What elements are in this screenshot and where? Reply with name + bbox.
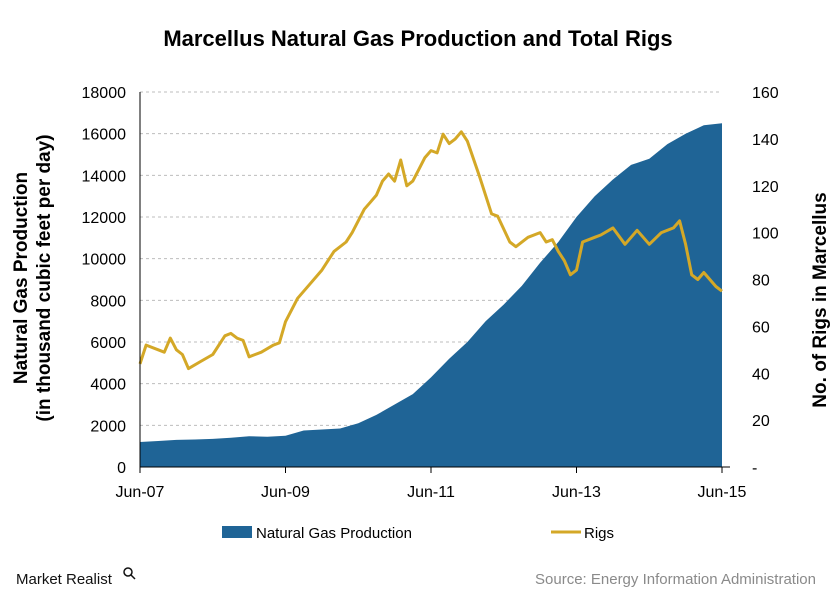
legend-label-rigs: Rigs xyxy=(584,525,614,542)
right-axis-tick-label: - xyxy=(752,460,757,477)
rigs-line xyxy=(138,130,723,371)
x-axis-tick-label: Jun-09 xyxy=(261,484,310,501)
left-axis-tick-label: 10000 xyxy=(82,252,127,269)
left-axis-tick-label: 0 xyxy=(117,460,126,477)
right-axis-tick-label: 160 xyxy=(752,85,779,102)
left-axis-tick-label: 2000 xyxy=(90,418,126,435)
brand-name: Market Realist xyxy=(16,571,113,588)
left-axis-tick-label: 14000 xyxy=(82,168,127,185)
right-axis-tick-label: 120 xyxy=(752,179,779,196)
x-axis-tick-label: Jun-15 xyxy=(698,484,747,501)
right-axis-tick-label: 20 xyxy=(752,413,770,430)
axes xyxy=(139,92,730,473)
legend-label-production: Natural Gas Production xyxy=(256,525,412,542)
left-axis-tick-labels: 0 2000 4000 6000 8000 10000 12000 14000 16000 180… xyxy=(82,85,127,477)
right-axis-title: No. of Rigs in Marcellus xyxy=(810,192,831,407)
x-axis-tick-label: Jun-07 xyxy=(116,484,165,501)
right-axis-tick-labels: - 20 40 60 80 100 120 140 160 xyxy=(752,85,779,477)
left-axis-tick-label: 6000 xyxy=(90,335,126,352)
right-axis-tick-label: 80 xyxy=(752,273,770,290)
legend-swatch-production xyxy=(222,526,252,538)
brand-logo: Market Realist xyxy=(16,567,136,588)
right-axis-tick-label: 60 xyxy=(752,319,770,336)
magnifier-icon xyxy=(123,567,133,577)
x-axis-tick-label: Jun-11 xyxy=(407,484,455,501)
source-note: Source: Energy Information Administratio… xyxy=(535,571,816,588)
legend: Natural Gas Production Rigs xyxy=(222,525,614,542)
right-axis-tick-label: 140 xyxy=(752,132,779,149)
production-area-layer xyxy=(140,123,722,468)
left-axis-title-line1: Natural Gas Production xyxy=(11,172,32,384)
right-axis-tick-label: 40 xyxy=(752,366,770,383)
rigs-line-layer xyxy=(138,130,723,371)
right-axis-tick-label: 100 xyxy=(752,226,779,243)
left-axis-tick-label: 4000 xyxy=(90,377,126,394)
left-axis-tick-label: 16000 xyxy=(82,127,127,144)
left-axis-tick-label: 12000 xyxy=(82,210,127,227)
left-axis-tick-label: 18000 xyxy=(82,85,127,102)
magnifier-handle xyxy=(130,574,136,580)
chart-title: Marcellus Natural Gas Production and Tot… xyxy=(163,26,672,51)
left-axis-tick-label: 8000 xyxy=(90,293,126,310)
x-axis-tick-labels: Jun-07 Jun-09 Jun-11 Jun-13 Jun-15 xyxy=(116,484,747,501)
production-area xyxy=(140,123,722,468)
x-axis-tick-label: Jun-13 xyxy=(552,484,601,501)
left-axis-title-line2: (in thousand cubic feet per day) xyxy=(34,134,55,421)
